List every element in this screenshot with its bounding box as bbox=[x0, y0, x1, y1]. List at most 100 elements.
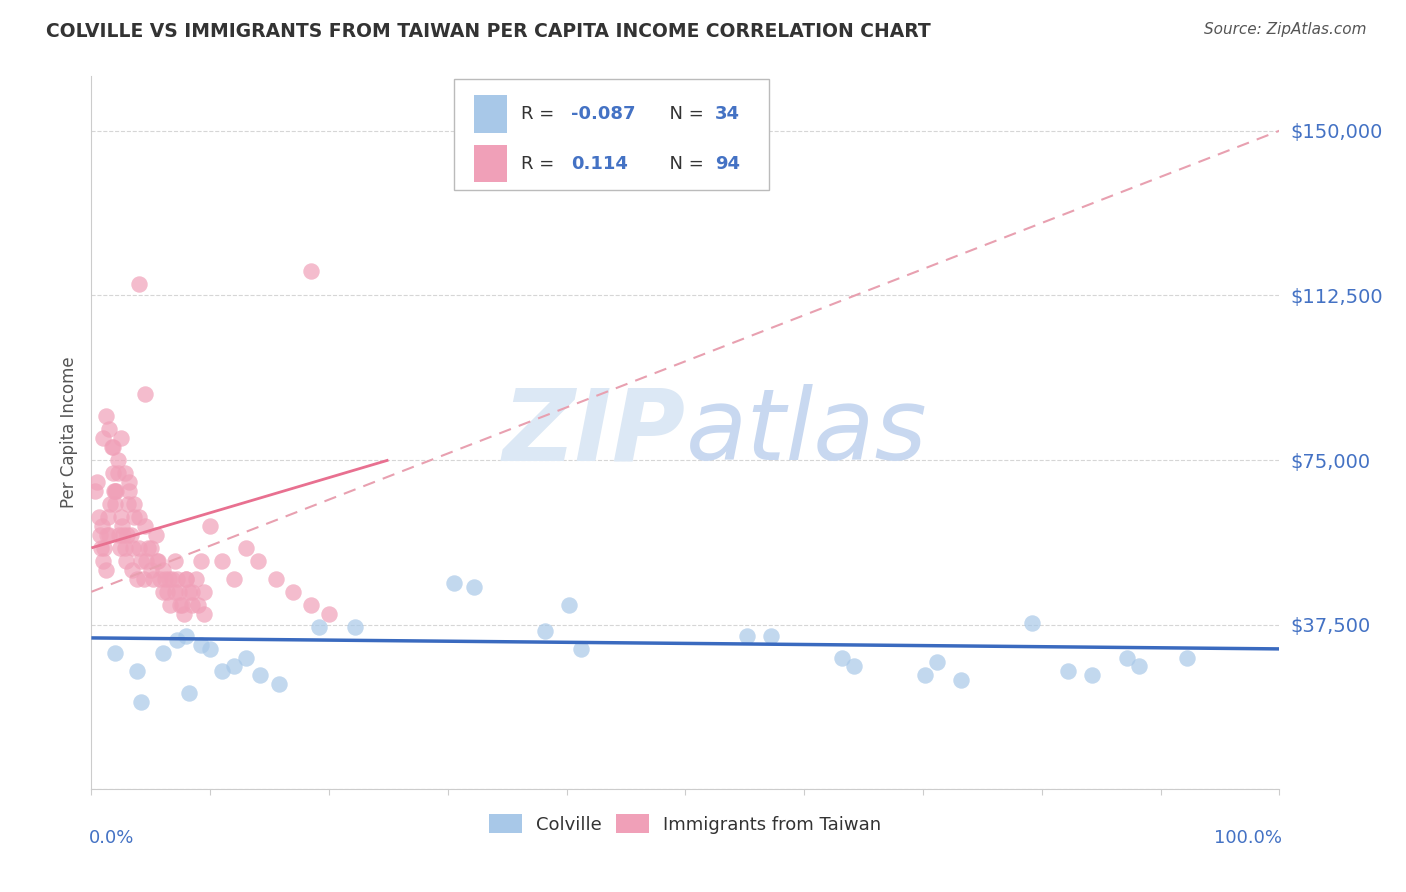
Point bbox=[91, 554, 114, 568]
Point bbox=[122, 541, 145, 555]
Point bbox=[177, 686, 200, 700]
Text: R =: R = bbox=[522, 105, 561, 123]
Point bbox=[222, 659, 245, 673]
Text: 100.0%: 100.0% bbox=[1213, 829, 1282, 847]
Point bbox=[308, 620, 330, 634]
Point bbox=[176, 572, 198, 586]
Point bbox=[176, 629, 198, 643]
Point bbox=[101, 440, 124, 454]
Point bbox=[569, 641, 592, 656]
Point bbox=[138, 541, 160, 555]
Point bbox=[145, 527, 167, 541]
Point bbox=[299, 264, 322, 278]
Point bbox=[166, 633, 188, 648]
Point bbox=[344, 620, 367, 634]
Point bbox=[125, 572, 148, 586]
Point bbox=[96, 527, 118, 541]
Point bbox=[93, 541, 115, 555]
Point bbox=[463, 581, 485, 595]
Point bbox=[222, 572, 245, 586]
Point bbox=[190, 638, 212, 652]
Point bbox=[100, 497, 122, 511]
Point bbox=[117, 497, 139, 511]
Point bbox=[1116, 650, 1139, 665]
Point bbox=[831, 650, 853, 665]
Point bbox=[249, 668, 271, 682]
Point bbox=[927, 655, 949, 669]
Point bbox=[84, 483, 107, 498]
Point bbox=[90, 541, 112, 555]
Point bbox=[134, 519, 156, 533]
Point bbox=[111, 519, 134, 533]
Point bbox=[735, 629, 758, 643]
Point bbox=[112, 527, 135, 541]
Point bbox=[211, 664, 233, 678]
Point bbox=[163, 554, 186, 568]
Point bbox=[184, 572, 207, 586]
Point bbox=[169, 598, 191, 612]
Point bbox=[842, 659, 865, 673]
Point bbox=[103, 483, 125, 498]
Point bbox=[110, 431, 132, 445]
Point bbox=[1057, 664, 1080, 678]
Point bbox=[135, 554, 157, 568]
Point bbox=[152, 584, 174, 599]
Y-axis label: Per Capita Income: Per Capita Income bbox=[59, 357, 77, 508]
Point bbox=[235, 650, 257, 665]
Point bbox=[153, 572, 176, 586]
Point bbox=[299, 598, 322, 612]
Point bbox=[97, 510, 120, 524]
Point bbox=[914, 668, 936, 682]
Text: R =: R = bbox=[522, 154, 561, 173]
Point bbox=[139, 563, 162, 577]
Point bbox=[176, 572, 198, 586]
Point bbox=[94, 563, 117, 577]
Point bbox=[114, 541, 136, 555]
Point bbox=[169, 584, 191, 599]
Point bbox=[100, 440, 122, 454]
Point bbox=[105, 483, 128, 498]
Point bbox=[246, 554, 269, 568]
Point bbox=[181, 584, 204, 599]
Point bbox=[211, 554, 233, 568]
Point bbox=[86, 475, 108, 489]
Point bbox=[159, 598, 181, 612]
Point bbox=[1080, 668, 1102, 682]
Text: COLVILLE VS IMMIGRANTS FROM TAIWAN PER CAPITA INCOME CORRELATION CHART: COLVILLE VS IMMIGRANTS FROM TAIWAN PER C… bbox=[46, 22, 931, 41]
Text: 0.0%: 0.0% bbox=[89, 829, 135, 847]
Text: ZIP: ZIP bbox=[502, 384, 685, 481]
Point bbox=[166, 572, 188, 586]
Point bbox=[193, 584, 215, 599]
Point bbox=[170, 598, 193, 612]
Point bbox=[142, 572, 165, 586]
Point bbox=[122, 497, 145, 511]
Text: atlas: atlas bbox=[685, 384, 927, 481]
Point bbox=[91, 519, 114, 533]
Legend: Colville, Immigrants from Taiwan: Colville, Immigrants from Taiwan bbox=[482, 807, 889, 841]
Point bbox=[181, 598, 204, 612]
Point bbox=[121, 563, 143, 577]
Point bbox=[129, 554, 152, 568]
Point bbox=[187, 598, 209, 612]
Point bbox=[115, 527, 138, 541]
Point bbox=[87, 510, 110, 524]
Point bbox=[235, 541, 257, 555]
Point bbox=[107, 467, 129, 481]
Point bbox=[122, 510, 145, 524]
FancyBboxPatch shape bbox=[454, 79, 769, 190]
Point bbox=[89, 527, 111, 541]
Point bbox=[107, 527, 129, 541]
Point bbox=[115, 554, 138, 568]
Point bbox=[98, 527, 121, 541]
Point bbox=[118, 475, 141, 489]
Point bbox=[193, 607, 215, 621]
Point bbox=[145, 554, 167, 568]
Point bbox=[1175, 650, 1198, 665]
Point bbox=[107, 453, 129, 467]
Point bbox=[1128, 659, 1150, 673]
Point bbox=[152, 646, 174, 660]
Text: 34: 34 bbox=[716, 105, 740, 123]
Point bbox=[114, 467, 136, 481]
Point bbox=[200, 519, 222, 533]
Point bbox=[152, 563, 174, 577]
